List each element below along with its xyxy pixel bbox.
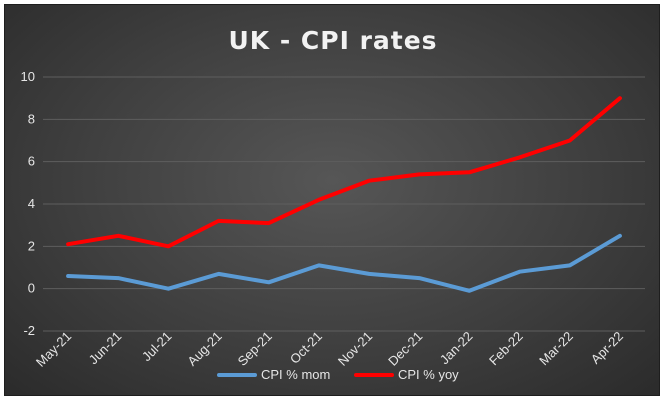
data-point <box>518 155 522 159</box>
data-point <box>568 263 572 267</box>
x-tick-label: Aug-21 <box>184 329 224 369</box>
x-tick-label: Jul-21 <box>139 329 175 365</box>
y-tick-label: 6 <box>28 154 35 169</box>
data-point <box>166 244 170 248</box>
x-tick-label: Apr-22 <box>588 329 626 367</box>
data-point <box>116 276 120 280</box>
y-tick-label: 0 <box>28 281 35 296</box>
x-axis-ticks: May-21 Jun-21 Jul-21 Aug-21 Sep-21 Oct-21 Nov-… <box>33 329 626 370</box>
y-tick-label: 8 <box>28 111 35 126</box>
data-point <box>317 263 321 267</box>
data-point <box>66 242 70 246</box>
data-point <box>618 96 622 100</box>
gridlines <box>43 76 645 332</box>
cpi-line-chart: UK - CPI rates -2 0 2 4 6 8 10 May-21 Jun-21 Jul… <box>21 26 645 382</box>
data-point <box>116 234 120 238</box>
x-tick-label: Sep-21 <box>235 329 275 369</box>
data-point <box>317 198 321 202</box>
x-tick-label: May-21 <box>33 329 74 370</box>
x-tick-label: Dec-21 <box>385 329 425 369</box>
data-point <box>267 221 271 225</box>
data-point <box>417 276 421 280</box>
data-point <box>467 289 471 293</box>
y-axis-ticks: -2 0 2 4 6 8 10 <box>21 69 35 338</box>
series-line-0 <box>66 233 622 293</box>
x-tick-label: Jan-22 <box>437 329 476 368</box>
chart-area: UK - CPI rates -2 0 2 4 6 8 10 May-21 Jun-21 Jul… <box>4 4 660 396</box>
chart-title: UK - CPI rates <box>228 26 437 55</box>
x-tick-label: Jun-21 <box>86 329 125 368</box>
y-tick-label: 10 <box>21 69 35 84</box>
legend-label: CPI % yoy <box>398 367 459 382</box>
data-point <box>467 170 471 174</box>
series-lines <box>66 96 622 293</box>
y-tick-label: 2 <box>28 238 35 253</box>
x-tick-label: Feb-22 <box>486 329 526 369</box>
legend-label: CPI % mom <box>261 367 330 382</box>
series-line-1 <box>66 96 622 249</box>
data-point <box>367 179 371 183</box>
x-tick-label: Nov-21 <box>335 329 375 369</box>
data-point <box>66 274 70 278</box>
x-tick-label: Mar-22 <box>536 329 576 369</box>
data-point <box>217 219 221 223</box>
y-tick-label: -2 <box>23 323 35 338</box>
data-point <box>568 139 572 142</box>
data-point <box>518 270 522 274</box>
data-point <box>267 280 271 284</box>
data-point <box>417 172 421 176</box>
y-tick-label: 4 <box>28 196 35 211</box>
data-point <box>618 234 622 238</box>
legend: CPI % mom CPI % yoy <box>217 367 459 382</box>
data-point <box>367 272 371 276</box>
data-point <box>166 287 170 291</box>
x-tick-label: Oct-21 <box>287 329 325 367</box>
data-point <box>217 272 221 276</box>
